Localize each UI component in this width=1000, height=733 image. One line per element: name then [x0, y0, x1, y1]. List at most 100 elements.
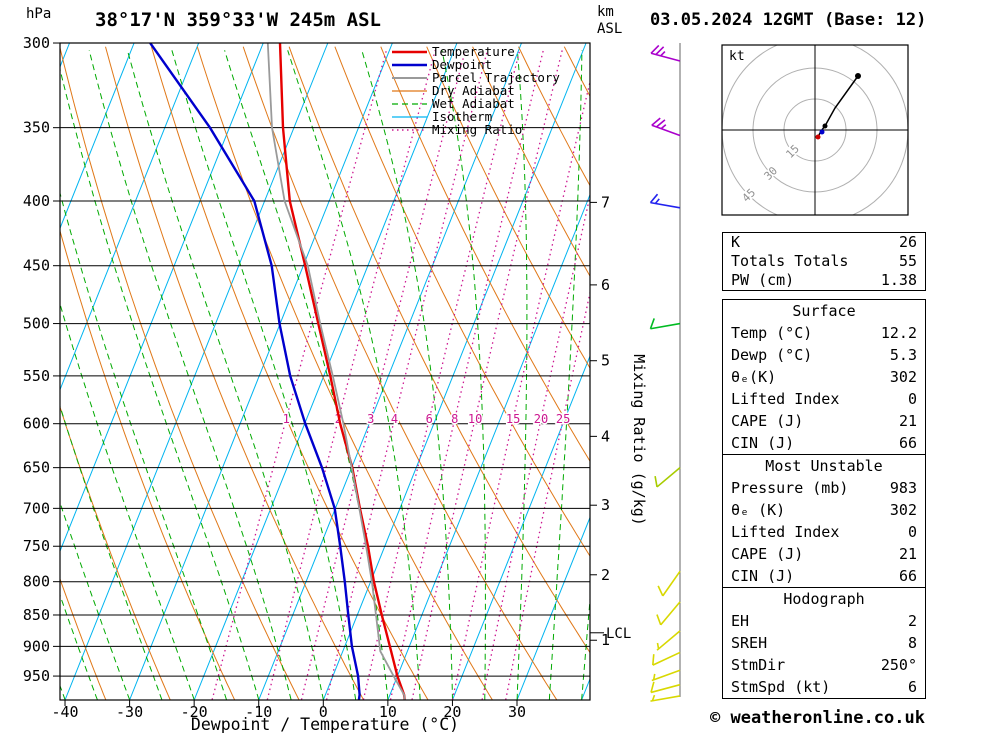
wet-adiabat-lines — [60, 50, 590, 700]
panel-hodograph: Hodograph EH 2 SREH 8 StmDir 250° StmSpd (kt) 6 — [722, 587, 926, 699]
stat-label: Temp (°C) — [731, 324, 813, 342]
stat-row: K 26 — [723, 233, 925, 252]
stat-value: 302 — [889, 368, 917, 386]
stat-row: Temp (°C) 12.2 — [723, 322, 925, 344]
stat-label: Pressure (mb) — [731, 479, 849, 497]
stat-value: 0 — [907, 523, 917, 541]
stat-row: Dewp (°C) 5.3 — [723, 344, 925, 366]
mixing-ratio-lines — [211, 50, 590, 700]
svg-text:850: 850 — [23, 606, 50, 624]
stat-row: CAPE (J) 21 — [723, 410, 925, 432]
stat-value: 21 — [898, 545, 917, 563]
panel-most-unstable: Most Unstable Pressure (mb) 983 θₑ (K) 302 Li… — [722, 454, 926, 588]
legend-label: Dewpoint — [432, 57, 492, 72]
stat-value: 21 — [898, 412, 917, 430]
stat-label: StmSpd (kt) — [731, 678, 831, 696]
stat-label: CIN (J) — [731, 434, 795, 452]
svg-text:900: 900 — [23, 637, 50, 655]
svg-text:20: 20 — [534, 412, 548, 426]
stat-row: Lifted Index 0 — [723, 521, 925, 543]
hodograph-ring-label: 15 — [783, 142, 802, 161]
lcl-label: LCL — [606, 626, 631, 642]
stat-label: PW (cm) — [731, 271, 795, 289]
stat-row: θₑ (K) 302 — [723, 499, 925, 521]
stat-value: 250° — [880, 656, 917, 674]
pressure-unit-label: hPa — [26, 6, 52, 22]
svg-text:7: 7 — [601, 193, 610, 211]
stat-value: 983 — [889, 479, 917, 497]
panel-header-surface: Surface — [792, 302, 856, 320]
svg-text:2: 2 — [601, 566, 610, 584]
page-title: 38°17'N 359°33'W 245m ASL — [95, 9, 381, 31]
legend-label: Mixing Ratio — [432, 122, 522, 137]
svg-text:3: 3 — [601, 496, 610, 514]
hodograph-ring-label: 30 — [762, 164, 781, 183]
legend-label: Isotherm — [432, 109, 492, 124]
svg-text:8: 8 — [451, 412, 458, 426]
stat-row: StmDir 250° — [723, 654, 925, 676]
svg-text:1: 1 — [601, 631, 610, 649]
x-axis-label: Dewpoint / Temperature (°C) — [191, 715, 459, 733]
svg-text:350: 350 — [23, 119, 50, 137]
panel-header-most-unstable: Most Unstable — [765, 457, 883, 475]
stat-label: EH — [731, 612, 750, 630]
hodograph-marker — [822, 123, 828, 129]
stat-row: CAPE (J) 21 — [723, 543, 925, 565]
svg-text:650: 650 — [23, 459, 50, 477]
svg-text:1: 1 — [283, 412, 290, 426]
stat-value: 66 — [898, 567, 917, 585]
altitude-unit-label: km ASL — [597, 4, 623, 37]
stat-label: Totals Totals — [731, 252, 849, 270]
stat-label: CAPE (J) — [731, 545, 804, 563]
stat-label: θₑ(K) — [731, 368, 777, 386]
svg-text:500: 500 — [23, 315, 50, 333]
stat-label: StmDir — [731, 656, 786, 674]
hodograph-unit-label: kt — [729, 49, 745, 64]
mixing-ratio-axis-label: Mixing Ratio (g/kg) — [630, 354, 648, 526]
svg-text:4: 4 — [601, 427, 610, 445]
svg-text:700: 700 — [23, 499, 50, 517]
stat-value: 66 — [898, 434, 917, 452]
hodograph-border — [721, 44, 909, 216]
stat-label: Dewp (°C) — [731, 346, 813, 364]
stat-row: Totals Totals 55 — [723, 252, 925, 271]
stat-label: CIN (J) — [731, 567, 795, 585]
temperature-axis: -40 -30 -20 -10 0 10 20 30 Dewpoint / Temperatur… — [51, 700, 526, 733]
stat-row: Lifted Index 0 — [723, 388, 925, 410]
svg-text:-10: -10 — [245, 703, 272, 721]
svg-text:6: 6 — [601, 276, 610, 294]
svg-text:10: 10 — [379, 703, 397, 721]
svg-text:10: 10 — [468, 412, 482, 426]
isotherm-lines — [60, 43, 590, 700]
series-parcel-trajectory — [266, 43, 406, 700]
stat-row: θₑ(K) 302 — [723, 366, 925, 388]
stat-row: PW (cm) 1.38 — [723, 271, 925, 290]
stat-row: SREH 8 — [723, 632, 925, 654]
svg-text:800: 800 — [23, 573, 50, 591]
stat-value: 8 — [907, 634, 917, 652]
sounding-curves — [149, 43, 406, 700]
svg-text:15: 15 — [506, 412, 520, 426]
stat-row: Pressure (mb) 983 — [723, 477, 925, 499]
plot-border — [59, 42, 591, 701]
svg-text:20: 20 — [443, 703, 461, 721]
panel-surface: Surface Temp (°C) 12.2 Dewp (°C) 5.3 θₑ(K) 302… — [722, 299, 926, 455]
svg-text:550: 550 — [23, 367, 50, 385]
stat-value: 6 — [907, 678, 917, 696]
panel-indices: K 26 Totals Totals 55 PW (cm) 1.38 — [722, 232, 926, 291]
datetime-label: 03.05.2024 12GMT (Base: 12) — [650, 10, 927, 30]
svg-text:5: 5 — [601, 352, 610, 370]
svg-text:-20: -20 — [181, 703, 208, 721]
legend-label: Wet Adiabat — [432, 96, 515, 111]
svg-text:950: 950 — [23, 667, 50, 685]
svg-text:600: 600 — [23, 415, 50, 433]
svg-text:750: 750 — [23, 537, 50, 555]
legend-label: Dry Adiabat — [432, 83, 515, 98]
stat-row: EH 2 — [723, 610, 925, 632]
stats-panels: K 26 Totals Totals 55 PW (cm) 1.38 Surface Temp… — [722, 232, 926, 699]
copyright: © weatheronline.co.uk — [710, 708, 925, 728]
legend-label: Temperature — [432, 44, 515, 59]
